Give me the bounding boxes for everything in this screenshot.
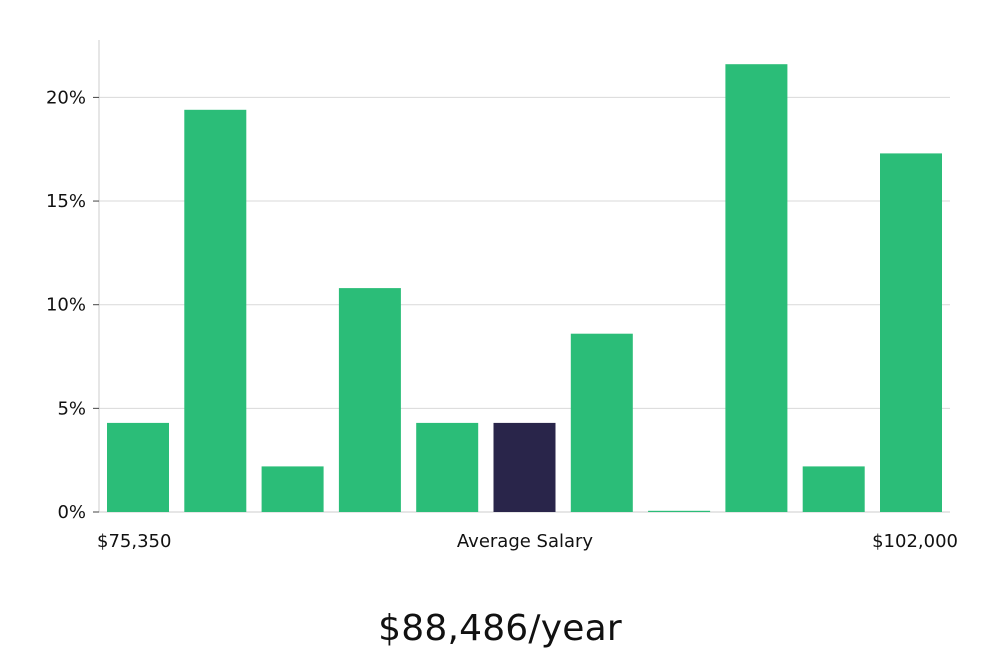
bar <box>338 288 401 512</box>
bar <box>648 510 711 512</box>
bar <box>802 466 865 512</box>
bar <box>880 153 942 512</box>
bar <box>725 64 788 512</box>
bars <box>107 64 942 513</box>
y-tick-label: 10% <box>46 295 86 316</box>
x-label-max: $102,000 <box>872 531 958 552</box>
average-salary-value: $88,486/year <box>378 608 622 649</box>
bar <box>184 109 247 513</box>
bar <box>416 422 479 512</box>
bar-highlighted <box>493 422 556 512</box>
y-tick-label: 0% <box>57 502 86 523</box>
x-label-min: $75,350 <box>97 531 171 552</box>
y-tick-label: 20% <box>46 87 86 108</box>
bar <box>107 422 169 512</box>
x-label-center: Average Salary <box>457 531 594 552</box>
bar <box>261 466 324 512</box>
bar <box>570 333 633 512</box>
salary-distribution-chart: 0% 5% 10% 15% 20% $75,350 Average Salary $10… <box>46 40 958 552</box>
y-tick-label: 15% <box>46 191 86 212</box>
y-axis-ticks: 0% 5% 10% 15% 20% <box>46 87 99 523</box>
y-tick-label: 5% <box>57 398 86 419</box>
